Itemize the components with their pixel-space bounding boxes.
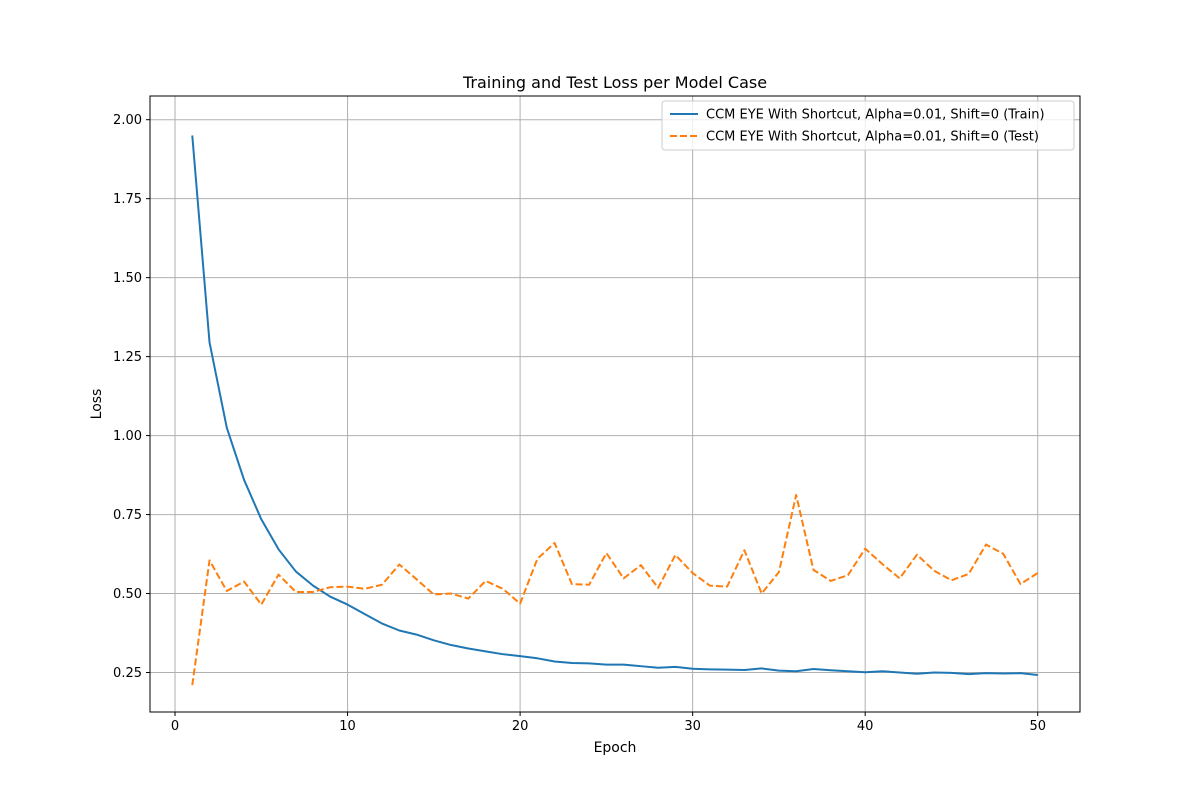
y-tick-label: 0.25 xyxy=(113,666,142,681)
legend-label: CCM EYE With Shortcut, Alpha=0.01, Shift… xyxy=(706,130,1039,145)
series-lines xyxy=(191,135,1039,686)
y-tick-label: 1.75 xyxy=(113,192,142,207)
y-tick-label: 1.25 xyxy=(113,350,142,365)
legend-box xyxy=(661,100,1075,151)
x-tick-label: 20 xyxy=(512,719,529,734)
series-line-train xyxy=(191,135,1038,677)
x-tick-label: 50 xyxy=(1029,719,1046,734)
grid-lines xyxy=(150,96,1080,712)
x-tick-label: 10 xyxy=(339,719,356,734)
y-tick-label: 2.00 xyxy=(113,113,142,128)
y-tick-label: 1.50 xyxy=(113,271,142,286)
x-tick-label: 40 xyxy=(857,719,874,734)
legend: CCM EYE With Shortcut, Alpha=0.01, Shift… xyxy=(661,100,1075,151)
x-tick-label: 0 xyxy=(171,719,179,734)
legend-label: CCM EYE With Shortcut, Alpha=0.01, Shift… xyxy=(706,108,1045,123)
plot-frame xyxy=(149,95,1081,713)
y-tick-label: 0.50 xyxy=(113,587,142,602)
x-tick-label: 30 xyxy=(684,719,701,734)
x-axis-label: Epoch xyxy=(594,740,637,756)
y-tick-label: 0.75 xyxy=(113,508,142,523)
axes: 0 10 20 30 40 50 0.25 0.50 0.75 1.00 1.25 1.50 1.75 2… xyxy=(113,113,1046,734)
series-line-test xyxy=(191,493,1039,686)
y-tick-label: 1.00 xyxy=(113,429,142,444)
y-axis-label: Loss xyxy=(89,389,105,420)
chart-title: Training and Test Loss per Model Case xyxy=(462,73,767,92)
